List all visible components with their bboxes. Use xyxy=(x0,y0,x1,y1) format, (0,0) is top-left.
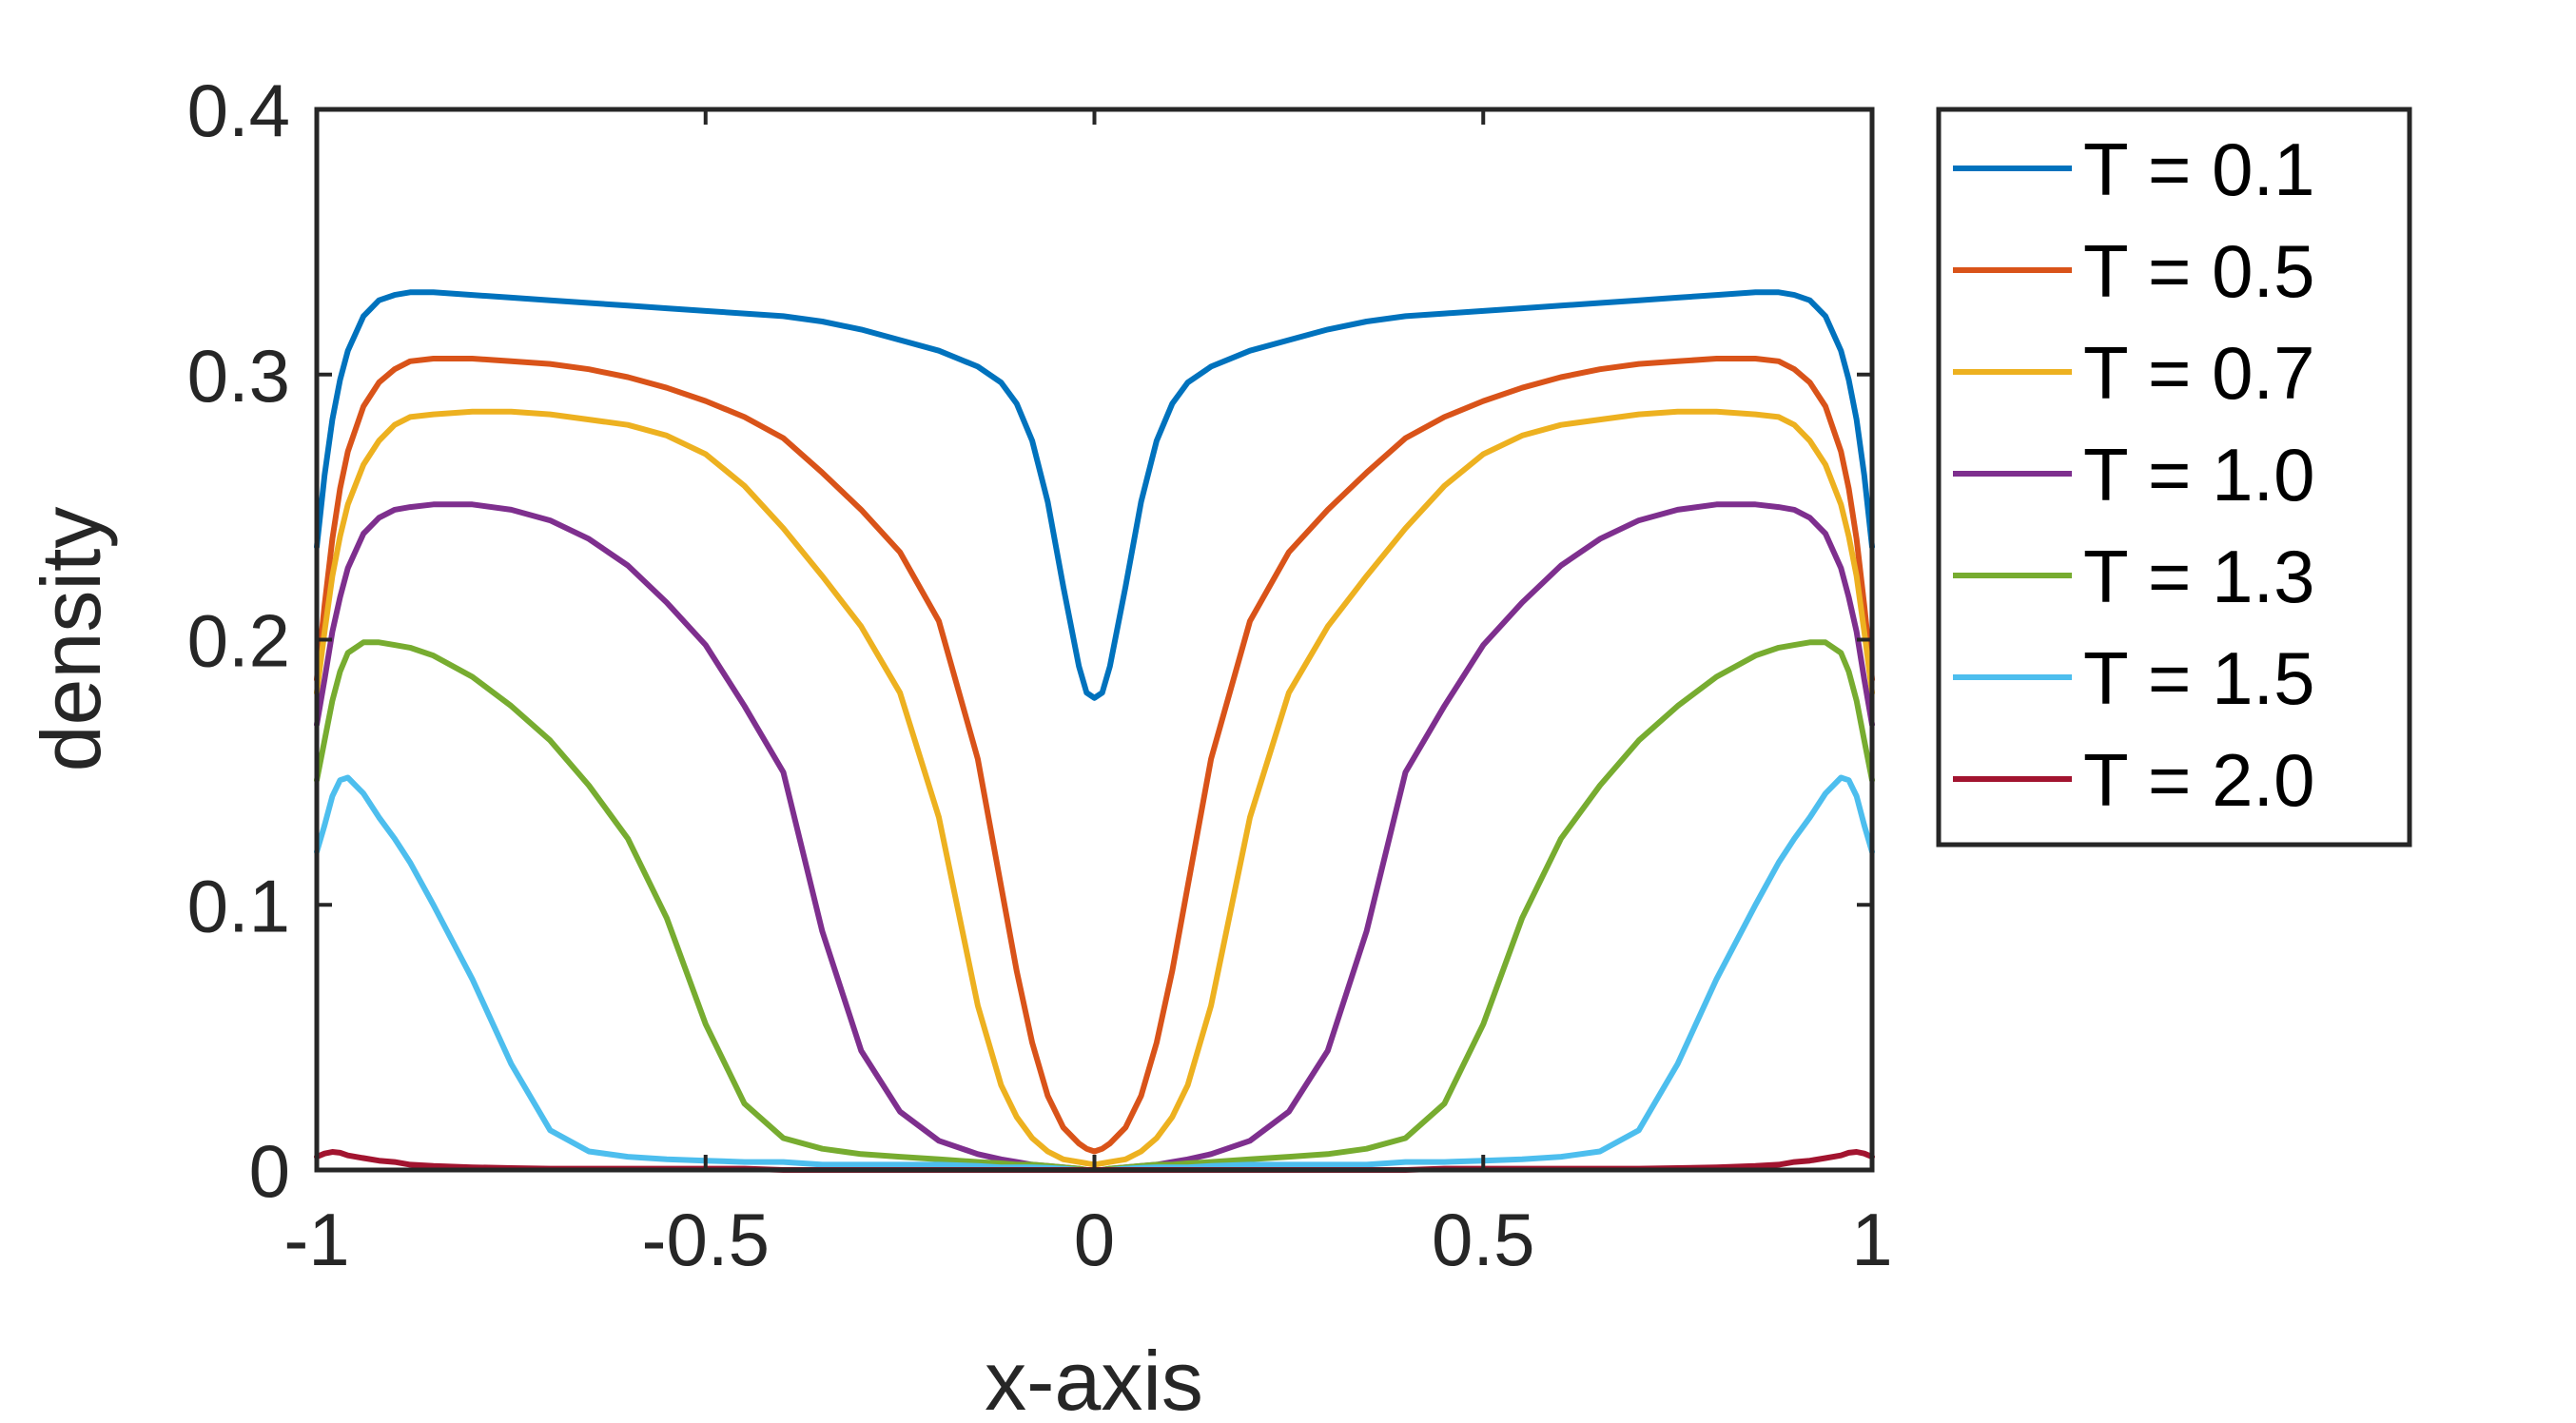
series-line-1 xyxy=(314,289,1875,701)
tick-labels: -1 -0.5 0 0.5 1 0 0.1 0.2 0.3 0.4 xyxy=(187,68,1893,1281)
y-tick-label: 0.2 xyxy=(187,599,290,683)
legend-item: T = 0.7 xyxy=(1953,331,2315,415)
legend-label: T = 0.7 xyxy=(2083,331,2315,415)
legend-label: T = 2.0 xyxy=(2083,738,2315,822)
legend-label: T = 1.0 xyxy=(2083,433,2315,517)
legend-item: T = 0.1 xyxy=(1953,127,2315,211)
legend: T = 0.1 T = 0.5 T = 0.7 T = 1.0 T = 1.3 T = 1… xyxy=(1936,107,2412,848)
x-tick-label: 1 xyxy=(1851,1198,1892,1281)
y-tick-label: 0.3 xyxy=(187,334,290,418)
y-axis-label: density xyxy=(24,507,118,772)
y-tick-label: 0.4 xyxy=(187,68,290,152)
tick-layer xyxy=(315,107,1874,1172)
legend-label: T = 1.3 xyxy=(2083,535,2315,618)
legend-label: T = 1.5 xyxy=(2083,636,2315,720)
plot-background xyxy=(317,109,1872,1170)
legend-item: T = 1.3 xyxy=(1953,535,2315,618)
legend-item: T = 1.0 xyxy=(1953,433,2315,517)
x-tick-label: 0 xyxy=(1074,1198,1115,1281)
legend-item: T = 2.0 xyxy=(1953,738,2315,822)
legend-label: T = 0.1 xyxy=(2083,127,2315,211)
x-tick-label: 0.5 xyxy=(1432,1198,1534,1281)
legend-item: T = 1.5 xyxy=(1953,636,2315,720)
legend-box xyxy=(1936,107,2412,848)
x-axis-label: x-axis xyxy=(985,1334,1203,1423)
plot-area xyxy=(314,107,1875,1173)
x-tick-label: -0.5 xyxy=(642,1198,770,1281)
series-line-2 xyxy=(314,356,1875,1155)
x-tick-label: -1 xyxy=(283,1198,349,1281)
legend-items: T = 0.1 T = 0.5 T = 0.7 T = 1.0 T = 1.3 T = 1… xyxy=(1953,127,2315,822)
y-tick-label: 0 xyxy=(249,1129,290,1213)
legend-item: T = 0.5 xyxy=(1953,229,2315,313)
legend-label: T = 0.5 xyxy=(2083,229,2315,313)
y-tick-label: 0.1 xyxy=(187,864,290,947)
